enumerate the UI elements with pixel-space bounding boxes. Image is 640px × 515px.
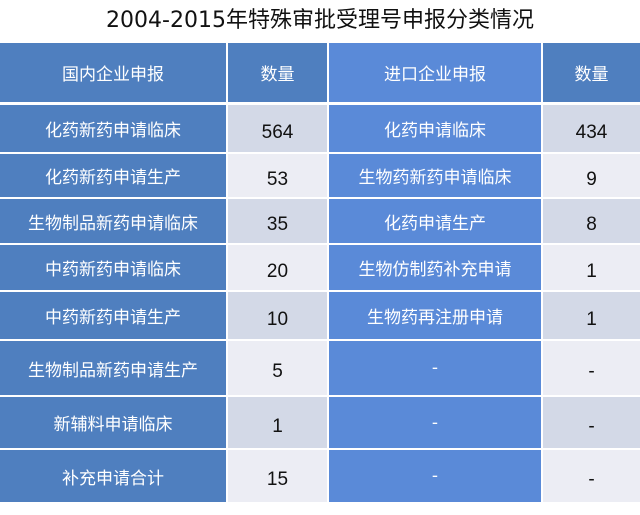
- domestic-category: 新辅料申请临床: [0, 397, 226, 448]
- domestic-count: 564: [228, 105, 327, 152]
- import-count: 8: [543, 199, 640, 243]
- header-quantity-domestic: 数量: [228, 43, 327, 102]
- domestic-category: 生物制品新药申请生产: [0, 341, 226, 395]
- import-category: -: [329, 397, 541, 448]
- domestic-count: 5: [228, 341, 327, 395]
- import-count: 1: [543, 245, 640, 290]
- domestic-category: 中药新药申请临床: [0, 245, 226, 290]
- domestic-category: 补充申请合计: [0, 450, 226, 502]
- import-count: -: [543, 341, 640, 395]
- import-category: 化药申请临床: [329, 105, 541, 152]
- table-title: 2004-2015年特殊审批受理号申报分类情况: [106, 8, 534, 33]
- import-category: 化药申请生产: [329, 199, 541, 243]
- domestic-count: 15: [228, 450, 327, 502]
- domestic-category: 化药新药申请生产: [0, 154, 226, 197]
- import-category: -: [329, 450, 541, 502]
- domestic-count: 10: [228, 292, 327, 339]
- domestic-count: 20: [228, 245, 327, 290]
- header-domestic: 国内企业申报: [0, 43, 226, 102]
- import-count: 1: [543, 292, 640, 339]
- domestic-count: 1: [228, 397, 327, 448]
- import-category: 生物药再注册申请: [329, 292, 541, 339]
- import-count: -: [543, 397, 640, 448]
- import-count: -: [543, 450, 640, 502]
- header-import: 进口企业申报: [329, 43, 541, 102]
- import-category: -: [329, 341, 541, 395]
- domestic-category: 化药新药申请临床: [0, 105, 226, 152]
- domestic-count: 35: [228, 199, 327, 243]
- import-count: 9: [543, 154, 640, 197]
- import-count: 434: [543, 105, 640, 152]
- import-category: 生物药新药申请临床: [329, 154, 541, 197]
- domestic-category: 生物制品新药申请临床: [0, 199, 226, 243]
- domestic-count: 53: [228, 154, 327, 197]
- header-quantity-import: 数量: [543, 43, 640, 102]
- domestic-category: 中药新药申请生产: [0, 292, 226, 339]
- import-category: 生物仿制药补充申请: [329, 245, 541, 290]
